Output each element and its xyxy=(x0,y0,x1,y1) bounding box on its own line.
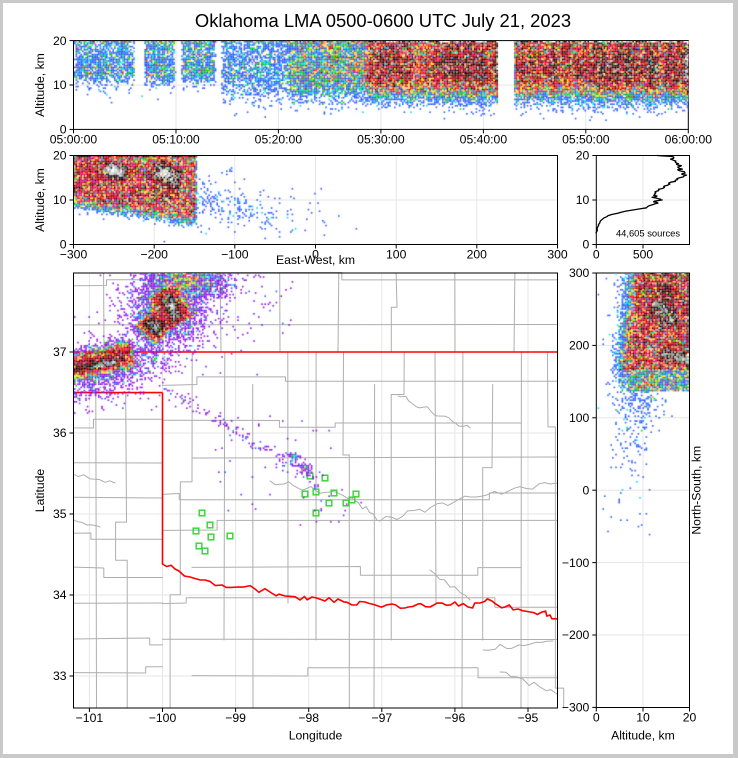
svg-text:East-West, km: East-West, km xyxy=(276,253,355,267)
svg-text:37: 37 xyxy=(53,345,67,359)
svg-text:500: 500 xyxy=(633,248,654,262)
svg-text:05:50:00: 05:50:00 xyxy=(562,132,610,146)
svg-text:Oklahoma LMA 0500-0600 UTC Jul: Oklahoma LMA 0500-0600 UTC July 21, 2023 xyxy=(195,10,571,31)
svg-text:Altitude, km: Altitude, km xyxy=(33,168,47,232)
svg-text:10: 10 xyxy=(53,193,67,207)
svg-text:300: 300 xyxy=(547,248,568,262)
svg-text:North-South, km: North-South, km xyxy=(690,446,704,535)
svg-text:0: 0 xyxy=(583,483,590,497)
svg-text:20: 20 xyxy=(53,34,67,48)
svg-text:44,605 sources: 44,605 sources xyxy=(616,228,680,239)
svg-text:36: 36 xyxy=(53,426,67,440)
svg-text:−200: −200 xyxy=(140,248,168,262)
svg-text:Altitude, km: Altitude, km xyxy=(33,53,47,117)
svg-text:0: 0 xyxy=(593,711,600,725)
svg-text:−101: −101 xyxy=(76,711,104,725)
svg-text:−200: −200 xyxy=(562,628,590,642)
svg-text:05:20:00: 05:20:00 xyxy=(255,132,303,146)
svg-text:−98: −98 xyxy=(298,711,319,725)
svg-text:10: 10 xyxy=(576,193,590,207)
svg-text:Longitude: Longitude xyxy=(289,729,343,743)
svg-text:35: 35 xyxy=(53,507,67,521)
svg-text:05:10:00: 05:10:00 xyxy=(152,132,200,146)
svg-text:200: 200 xyxy=(569,339,590,353)
svg-text:100: 100 xyxy=(569,411,590,425)
svg-text:05:00:00: 05:00:00 xyxy=(50,132,98,146)
svg-text:200: 200 xyxy=(467,248,488,262)
svg-text:33: 33 xyxy=(53,669,67,683)
svg-text:0: 0 xyxy=(312,248,319,262)
svg-text:−95: −95 xyxy=(518,711,539,725)
svg-text:05:40:00: 05:40:00 xyxy=(460,132,508,146)
svg-text:−300: −300 xyxy=(60,248,88,262)
svg-text:34: 34 xyxy=(53,588,67,602)
svg-text:Latitude: Latitude xyxy=(33,469,47,513)
svg-text:20: 20 xyxy=(576,149,590,163)
svg-text:Altitude, km: Altitude, km xyxy=(611,729,675,743)
svg-text:0: 0 xyxy=(60,123,67,137)
svg-text:−300: −300 xyxy=(562,701,590,715)
svg-text:100: 100 xyxy=(386,248,407,262)
svg-text:−100: −100 xyxy=(562,556,590,570)
svg-text:05:30:00: 05:30:00 xyxy=(357,132,405,146)
svg-text:−97: −97 xyxy=(371,711,392,725)
svg-text:300: 300 xyxy=(569,266,590,280)
svg-text:0: 0 xyxy=(593,248,600,262)
svg-text:10: 10 xyxy=(636,711,650,725)
svg-text:0: 0 xyxy=(60,238,67,252)
svg-text:20: 20 xyxy=(683,711,697,725)
svg-text:−100: −100 xyxy=(221,248,249,262)
svg-text:−99: −99 xyxy=(225,711,246,725)
svg-text:20: 20 xyxy=(53,149,67,163)
svg-text:06:00:00: 06:00:00 xyxy=(665,132,713,146)
svg-text:0: 0 xyxy=(583,238,590,252)
svg-text:10: 10 xyxy=(53,78,67,92)
svg-text:−96: −96 xyxy=(445,711,466,725)
svg-text:−100: −100 xyxy=(149,711,177,725)
